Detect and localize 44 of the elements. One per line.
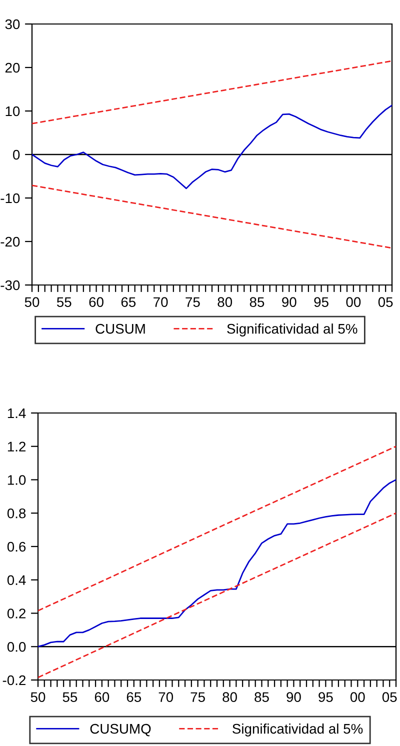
y-tick-label: 0.8 — [7, 508, 26, 518]
legend-label: CUSUMQ — [90, 724, 151, 736]
y-tick-label: 0.2 — [7, 608, 26, 618]
y-tick-label: 30 — [5, 19, 20, 30]
x-tick-label: 65 — [121, 297, 136, 308]
x-tick-label: 55 — [56, 297, 72, 308]
x-tick-label: 95 — [314, 297, 328, 308]
x-tick-label: 95 — [318, 692, 333, 702]
y-tick-label: 20 — [5, 62, 20, 73]
x-tick-label: 60 — [94, 692, 110, 702]
x-tick-label: 90 — [286, 692, 301, 702]
x-tick-label: 50 — [30, 692, 46, 702]
y-tick-label: 0.4 — [7, 575, 26, 586]
x-tick-label: 60 — [89, 297, 104, 308]
x-tick-label: 65 — [126, 692, 142, 702]
x-tick-label: 85 — [250, 297, 264, 308]
x-tick-label: 05 — [378, 297, 393, 308]
x-tick-label: 70 — [158, 692, 174, 702]
y-tick-label: 1.2 — [8, 442, 26, 452]
legend-label: Significatividad al 5% — [227, 324, 358, 336]
y-tick-label: 0.6 — [7, 542, 26, 552]
y-tick-label: -0.2 — [2, 675, 26, 686]
x-tick-label: 80 — [222, 692, 237, 702]
x-tick-label: 75 — [190, 692, 205, 702]
x-tick-label: 55 — [62, 692, 78, 702]
y-tick-label: -20 — [0, 236, 20, 247]
x-tick-label: 90 — [282, 297, 296, 308]
y-tick-label: 0 — [13, 150, 20, 160]
y-tick-label: -30 — [0, 280, 20, 290]
x-tick-label: 80 — [218, 297, 232, 308]
legend-label: CUSUM — [96, 324, 145, 334]
y-tick-label: 1.0 — [8, 475, 26, 485]
x-tick-label: 75 — [186, 297, 200, 308]
x-tick-label: 50 — [24, 297, 40, 308]
x-tick-label: 70 — [154, 297, 168, 308]
x-tick-label: 85 — [254, 692, 269, 702]
x-tick-label: 00 — [346, 297, 361, 308]
y-tick-label: -10 — [0, 193, 20, 204]
legend-label: Significatividad al 5% — [232, 724, 363, 736]
y-tick-label: 10 — [6, 106, 20, 116]
x-tick-label: 05 — [382, 692, 397, 702]
x-tick-label: 00 — [350, 692, 365, 702]
y-tick-label: 1.4 — [8, 408, 26, 418]
y-tick-label: 0.0 — [7, 642, 26, 652]
